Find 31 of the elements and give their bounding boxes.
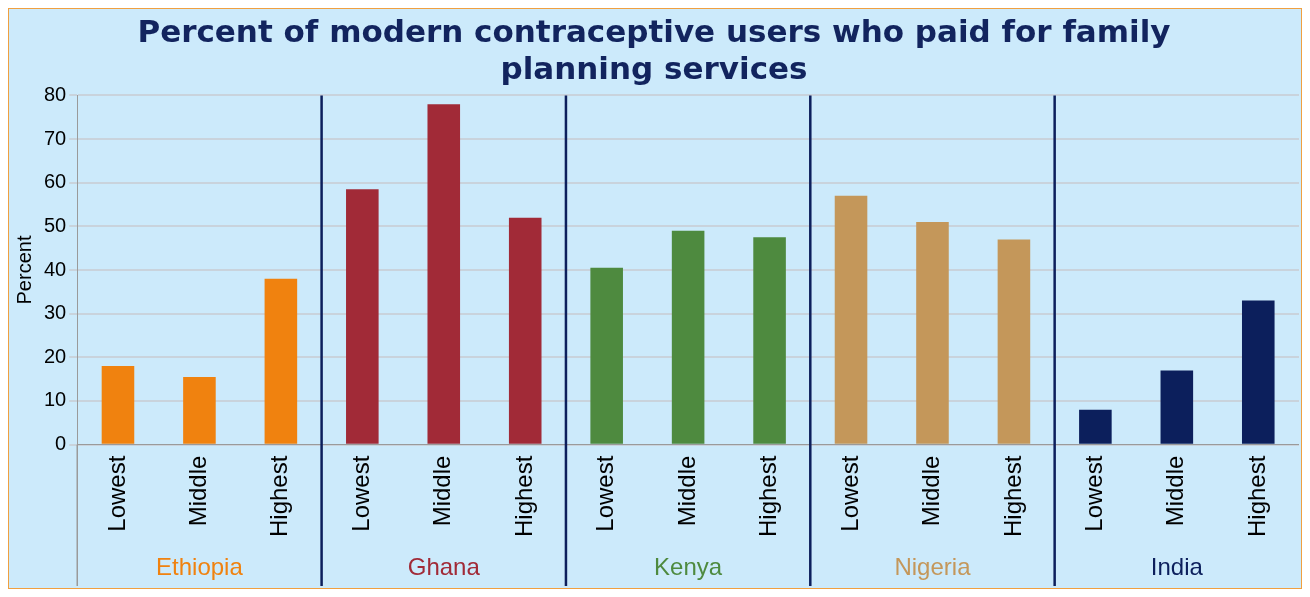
x-tick-label: Lowest [835, 455, 863, 532]
text: Ethiopia [156, 552, 244, 580]
text: Kenya [654, 552, 723, 580]
x-tick-label: Lowest [1080, 455, 1107, 532]
x-tick-label: Lowest [102, 455, 130, 532]
y-axis-title: Percent [12, 235, 35, 305]
y-tick-label: 40 [44, 257, 67, 280]
y-tick-label: 0 [55, 432, 67, 455]
text: India [1150, 552, 1204, 580]
text: Nigeria [894, 552, 972, 580]
y-tick-label: 10 [44, 388, 67, 411]
y-tick-label: 30 [44, 301, 67, 324]
x-tick-label: Middle [917, 455, 945, 527]
y-tick-label: 20 [44, 344, 67, 367]
x-tick-label: Highest [509, 455, 537, 537]
x-tick-label: Middle [184, 455, 212, 527]
x-tick-label: Middle [1161, 455, 1189, 527]
y-tick-label: 80 [44, 82, 67, 105]
chart-title: Percent of modern contraceptive users who paid for family planning services [137, 12, 1171, 86]
y-tick-label: 60 [44, 170, 67, 193]
x-tick-label: Highest [1242, 455, 1270, 537]
x-tick-label: Highest [754, 455, 782, 537]
x-tick-label: Middle [428, 455, 456, 527]
x-tick-label: Lowest [591, 455, 619, 532]
y-tick-label: 50 [44, 213, 67, 236]
text: Ghana [407, 552, 481, 580]
y-tick-label: 70 [44, 126, 67, 149]
x-tick-label: Middle [672, 455, 700, 527]
x-tick-label: Lowest [346, 455, 374, 532]
x-tick-label: Highest [998, 455, 1026, 537]
x-tick-label: Highest [265, 455, 293, 537]
